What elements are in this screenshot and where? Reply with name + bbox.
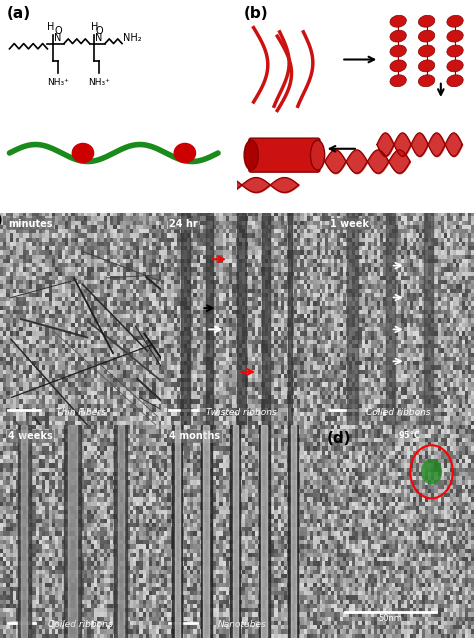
Bar bbox=[181, 213, 190, 425]
Text: minutes: minutes bbox=[8, 219, 53, 229]
Ellipse shape bbox=[390, 30, 406, 42]
Bar bbox=[175, 425, 180, 638]
Text: H: H bbox=[47, 22, 55, 32]
Ellipse shape bbox=[390, 15, 406, 27]
FancyBboxPatch shape bbox=[249, 138, 320, 172]
Bar bbox=[288, 213, 292, 425]
Text: Nanotubes: Nanotubes bbox=[218, 620, 266, 629]
Ellipse shape bbox=[419, 15, 435, 27]
Ellipse shape bbox=[390, 60, 406, 72]
Text: (a): (a) bbox=[7, 6, 31, 21]
Text: NH₃⁺: NH₃⁺ bbox=[47, 77, 69, 86]
Text: N: N bbox=[95, 33, 102, 43]
Ellipse shape bbox=[310, 140, 325, 170]
Ellipse shape bbox=[390, 75, 406, 87]
Ellipse shape bbox=[419, 30, 435, 42]
Text: (c): (c) bbox=[0, 213, 3, 227]
Ellipse shape bbox=[447, 15, 463, 27]
Ellipse shape bbox=[419, 75, 435, 87]
Bar bbox=[203, 425, 209, 638]
Text: O: O bbox=[55, 26, 62, 35]
Text: NH₃⁺: NH₃⁺ bbox=[88, 77, 110, 86]
Text: Coiled ribbons: Coiled ribbons bbox=[366, 408, 430, 417]
Bar bbox=[289, 425, 298, 638]
Circle shape bbox=[72, 144, 93, 162]
Ellipse shape bbox=[419, 60, 435, 72]
Bar bbox=[262, 425, 267, 638]
Ellipse shape bbox=[447, 45, 463, 57]
Bar bbox=[206, 213, 213, 425]
Ellipse shape bbox=[447, 60, 463, 72]
Text: Twisted ribbons: Twisted ribbons bbox=[206, 408, 277, 417]
Bar bbox=[18, 425, 31, 638]
Text: 24 hr: 24 hr bbox=[169, 219, 198, 229]
Ellipse shape bbox=[447, 30, 463, 42]
Text: NH₂: NH₂ bbox=[123, 32, 142, 43]
Bar bbox=[21, 425, 27, 638]
Bar bbox=[201, 425, 212, 638]
Text: (d): (d) bbox=[327, 431, 351, 446]
Ellipse shape bbox=[419, 45, 435, 57]
Bar bbox=[237, 213, 246, 425]
Text: 50nm: 50nm bbox=[379, 614, 402, 623]
Bar bbox=[230, 425, 240, 638]
Bar bbox=[262, 213, 270, 425]
Bar bbox=[64, 425, 81, 638]
Text: N: N bbox=[54, 33, 62, 43]
Ellipse shape bbox=[390, 45, 406, 57]
Ellipse shape bbox=[244, 140, 258, 170]
Ellipse shape bbox=[421, 459, 442, 484]
Text: Thin Fibers: Thin Fibers bbox=[56, 408, 105, 417]
Bar bbox=[173, 425, 182, 638]
Circle shape bbox=[174, 144, 195, 162]
Bar bbox=[114, 425, 128, 638]
Bar bbox=[69, 425, 77, 638]
Text: H: H bbox=[91, 22, 98, 32]
Ellipse shape bbox=[447, 75, 463, 87]
Text: 4 weeks: 4 weeks bbox=[8, 431, 53, 441]
Text: 4 months: 4 months bbox=[169, 431, 220, 441]
Bar bbox=[291, 425, 296, 638]
Text: Coiled ribbons: Coiled ribbons bbox=[48, 620, 113, 629]
Bar bbox=[233, 425, 238, 638]
Text: (b): (b) bbox=[244, 6, 269, 21]
Text: O: O bbox=[96, 26, 103, 35]
Bar bbox=[347, 213, 358, 425]
Text: 1 week: 1 week bbox=[330, 219, 369, 229]
Text: 95°C: 95°C bbox=[398, 431, 420, 440]
Bar bbox=[118, 425, 124, 638]
Bar bbox=[424, 213, 433, 425]
Bar bbox=[259, 425, 270, 638]
Bar bbox=[386, 213, 395, 425]
